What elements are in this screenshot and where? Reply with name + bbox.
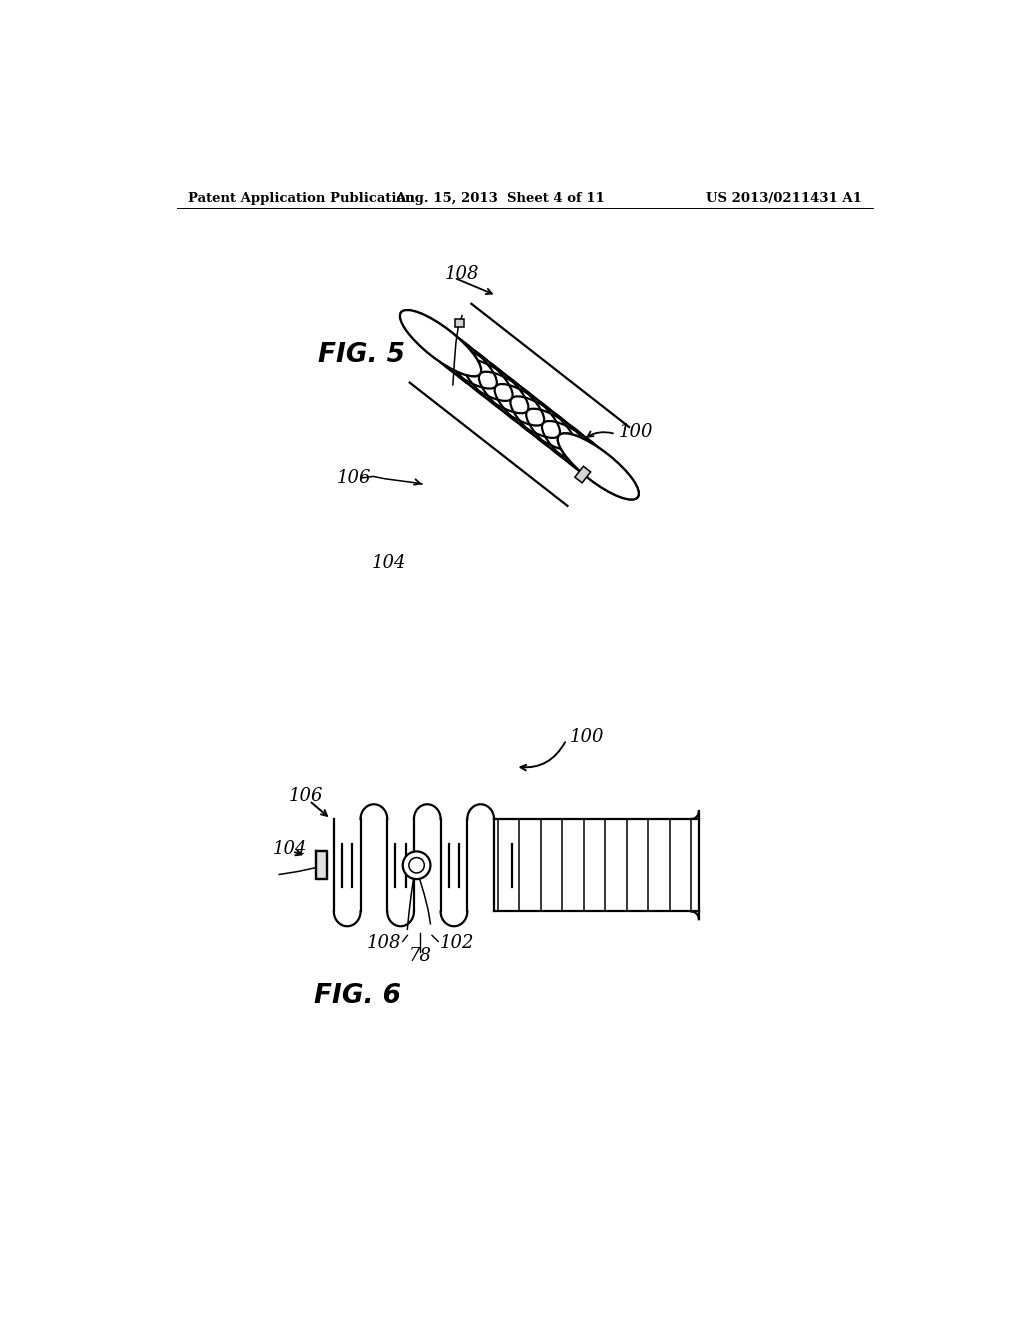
- Ellipse shape: [542, 421, 623, 487]
- Ellipse shape: [558, 433, 639, 499]
- Ellipse shape: [558, 433, 639, 499]
- Circle shape: [409, 858, 424, 873]
- Text: 104: 104: [372, 553, 407, 572]
- Text: US 2013/0211431 A1: US 2013/0211431 A1: [707, 191, 862, 205]
- Bar: [316, 851, 327, 879]
- Ellipse shape: [495, 384, 575, 450]
- Ellipse shape: [526, 409, 607, 475]
- Text: 102: 102: [439, 935, 474, 952]
- Text: Patent Application Publication: Patent Application Publication: [188, 191, 415, 205]
- Text: 108: 108: [367, 935, 401, 952]
- Text: 100: 100: [618, 422, 653, 441]
- Ellipse shape: [431, 335, 513, 401]
- Ellipse shape: [416, 322, 497, 388]
- Text: 104: 104: [273, 840, 307, 858]
- Text: 78: 78: [409, 948, 432, 965]
- Ellipse shape: [447, 347, 528, 413]
- Text: 106: 106: [337, 469, 372, 487]
- Text: FIG. 6: FIG. 6: [313, 983, 400, 1010]
- Ellipse shape: [510, 396, 592, 462]
- Text: 106: 106: [289, 787, 323, 805]
- Ellipse shape: [400, 310, 481, 376]
- Text: Aug. 15, 2013  Sheet 4 of 11: Aug. 15, 2013 Sheet 4 of 11: [395, 191, 605, 205]
- Text: FIG. 5: FIG. 5: [317, 342, 404, 368]
- Circle shape: [402, 851, 430, 879]
- Text: 100: 100: [569, 729, 604, 746]
- Ellipse shape: [479, 372, 560, 438]
- Ellipse shape: [463, 359, 544, 425]
- Text: 108: 108: [444, 265, 479, 282]
- Bar: [574, 466, 591, 483]
- Bar: [456, 319, 465, 327]
